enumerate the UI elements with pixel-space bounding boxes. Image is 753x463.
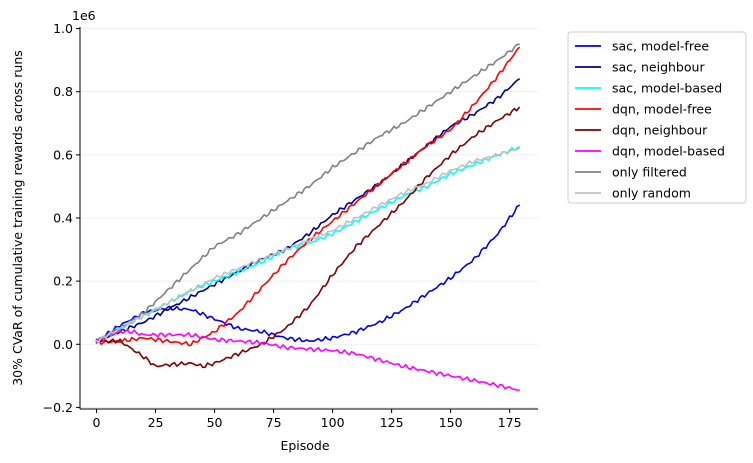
series-line-6	[95, 43, 520, 342]
legend-frame	[567, 31, 747, 204]
y-ticks: −0.2 0.0 0.2 0.4 0.6 0.8 1.0	[43, 21, 80, 415]
series-line-0	[95, 204, 520, 343]
y-axis-label: 30% CVaR of cumulative training rewards …	[10, 50, 25, 386]
series-line-2	[95, 146, 520, 343]
y-offset-label: 1e6	[72, 8, 96, 23]
legend-label-3: dqn, model-free	[612, 102, 712, 117]
y-tick-label-2: 0.2	[53, 274, 73, 289]
series-line-5	[95, 328, 520, 391]
legend: sac, model-free sac, neighbour sac, model-…	[567, 31, 747, 204]
x-axis-label: Episode	[280, 438, 329, 453]
x-tick-label-7: 175	[498, 415, 522, 430]
legend-label-4: dqn, neighbour	[612, 123, 708, 138]
x-tick-label-0: 0	[93, 415, 101, 430]
y-tick-label-0: −0.2	[43, 400, 73, 415]
legend-label-2: sac, model-based	[612, 81, 722, 96]
legend-label-5: dqn, model-based	[612, 144, 725, 159]
x-tick-label-1: 25	[148, 415, 164, 430]
legend-label-6: only filtered	[612, 165, 687, 180]
x-tick-label-3: 75	[266, 415, 282, 430]
grid-lines	[80, 28, 538, 408]
x-tick-label-2: 50	[207, 415, 223, 430]
y-tick-label-3: 0.4	[53, 211, 73, 226]
y-tick-label-6: 1.0	[53, 21, 73, 36]
legend-label-1: sac, neighbour	[612, 60, 705, 75]
y-tick-label-4: 0.6	[53, 147, 73, 162]
y-tick-label-5: 0.8	[53, 84, 73, 99]
legend-label-7: only random	[612, 186, 691, 201]
series-line-1	[95, 78, 520, 343]
x-tick-label-4: 100	[321, 415, 345, 430]
x-tick-label-5: 125	[380, 415, 404, 430]
plot-series	[95, 43, 520, 391]
y-tick-label-1: 0.0	[53, 337, 73, 352]
x-tick-label-6: 150	[439, 415, 463, 430]
series-line-7	[95, 147, 520, 343]
series-line-4	[95, 106, 520, 369]
legend-label-0: sac, model-free	[612, 39, 709, 54]
series-line-3	[95, 46, 520, 347]
x-ticks: 0 25 50 75 100 125 150 175	[93, 409, 522, 430]
